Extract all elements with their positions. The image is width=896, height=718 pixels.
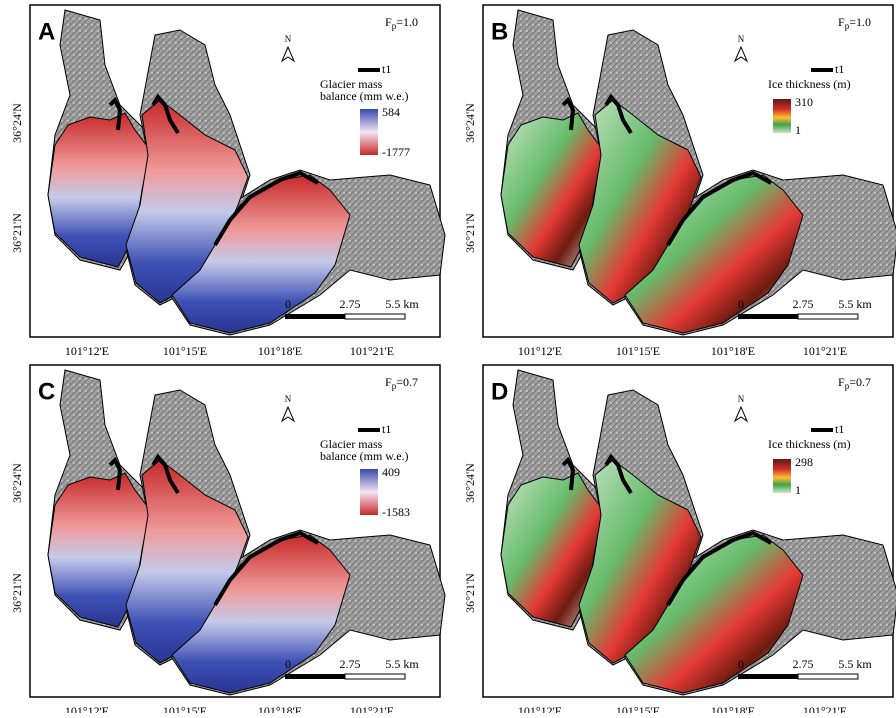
- latitude-label: 36°21'N: [10, 573, 24, 613]
- longitude-label: 101°12'E: [518, 704, 562, 713]
- longitude-label: 101°21'E: [350, 704, 394, 713]
- latitude-label: 36°24'N: [463, 103, 477, 143]
- latitude-label: 36°24'N: [10, 103, 24, 143]
- panel-letter: B: [491, 18, 508, 45]
- map-panel: D Fp=0.7 Nt1Ice thickness (m) 298 1 0 2.75 5.5 …: [483, 365, 896, 697]
- scale-bar-white: [798, 674, 858, 679]
- longitude-label: 101°15'E: [616, 344, 660, 358]
- longitude-label: 101°12'E: [518, 344, 562, 358]
- legend-min: -1583: [382, 505, 410, 519]
- scale-bar-black: [738, 674, 798, 679]
- legend-max: 310: [795, 95, 813, 109]
- panel-letter: D: [491, 378, 508, 405]
- north-label: N: [738, 34, 745, 44]
- legend-title: balance (mm w.e.): [320, 89, 409, 103]
- scale-label: 2.75: [340, 297, 361, 311]
- legend-min: 1: [795, 483, 801, 497]
- legend-ramp: [773, 99, 791, 133]
- fp-label: Fp=1.0: [838, 15, 871, 31]
- legend-ramp: [360, 109, 378, 155]
- north-label: N: [738, 394, 745, 404]
- scale-label: 2.75: [793, 657, 814, 671]
- fp-value: =0.7: [396, 375, 418, 389]
- legend-max: 409: [382, 465, 400, 479]
- longitude-label: 101°21'E: [350, 344, 394, 358]
- longitude-label: 101°18'E: [258, 344, 302, 358]
- longitude-label: 101°15'E: [163, 704, 207, 713]
- scale-bar-black: [285, 674, 345, 679]
- latitude-label: 36°24'N: [463, 463, 477, 503]
- longitude-label: 101°15'E: [616, 704, 660, 713]
- scale-bar-black: [285, 314, 345, 319]
- longitude-label: 101°15'E: [163, 344, 207, 358]
- latitude-label: 36°21'N: [463, 573, 477, 613]
- longitude-label: 101°21'E: [803, 344, 847, 358]
- longitude-label: 101°18'E: [711, 344, 755, 358]
- scale-label: 2.75: [340, 657, 361, 671]
- longitude-label: 101°12'E: [65, 704, 109, 713]
- scale-label: 0: [738, 657, 744, 671]
- panel-letter: C: [38, 378, 55, 405]
- scale-label: 0: [285, 297, 291, 311]
- north-label: N: [285, 394, 292, 404]
- legend-ramp: [360, 469, 378, 515]
- legend-title: balance (mm w.e.): [320, 449, 409, 463]
- latitude-label: 36°24'N: [10, 463, 24, 503]
- track-legend-label: t1: [835, 62, 844, 76]
- legend-max: 298: [795, 455, 813, 469]
- legend-min: -1777: [382, 145, 410, 159]
- fp-value: =0.7: [849, 375, 871, 389]
- longitude-label: 101°18'E: [258, 704, 302, 713]
- legend-title: Ice thickness (m): [768, 77, 851, 91]
- scale-bar-white: [345, 314, 405, 319]
- longitude-label: 101°21'E: [803, 704, 847, 713]
- panel-letter: A: [38, 18, 55, 45]
- track-legend-label: t1: [382, 422, 391, 436]
- scale-label: 0: [738, 297, 744, 311]
- fp-label: Fp=0.7: [838, 375, 871, 391]
- scale-bar-white: [798, 314, 858, 319]
- scale-label: 5.5 km: [385, 297, 419, 311]
- legend-max: 584: [382, 105, 400, 119]
- legend-ramp: [773, 459, 791, 493]
- longitude-label: 101°12'E: [65, 344, 109, 358]
- scale-label: 0: [285, 657, 291, 671]
- scale-bar-white: [345, 674, 405, 679]
- track-legend-label: t1: [382, 62, 391, 76]
- fp-label: Fp=1.0: [385, 15, 418, 31]
- scale-label: 5.5 km: [838, 657, 872, 671]
- track-legend-label: t1: [835, 422, 844, 436]
- legend-title: Ice thickness (m): [768, 437, 851, 451]
- fp-value: =1.0: [396, 15, 418, 29]
- latitude-label: 36°21'N: [463, 213, 477, 253]
- scale-label: 5.5 km: [385, 657, 419, 671]
- fp-label: Fp=0.7: [385, 375, 418, 391]
- latitude-label: 36°21'N: [10, 213, 24, 253]
- fp-value: =1.0: [849, 15, 871, 29]
- scale-label: 2.75: [793, 297, 814, 311]
- longitude-label: 101°18'E: [711, 704, 755, 713]
- scale-label: 5.5 km: [838, 297, 872, 311]
- scale-bar-black: [738, 314, 798, 319]
- north-label: N: [285, 34, 292, 44]
- legend-min: 1: [795, 123, 801, 137]
- figure: AFp=1.0Nt1Glacier massbalance (mm w.e.)5…: [0, 0, 896, 713]
